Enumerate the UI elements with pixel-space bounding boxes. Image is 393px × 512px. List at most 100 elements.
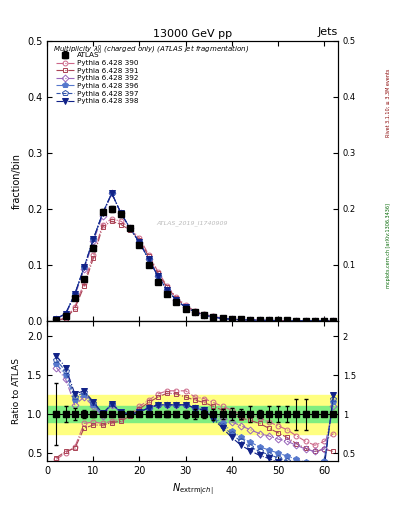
Pythia 6.428 390 xyxy=(54,317,59,324)
Pythia 6.428 396 xyxy=(285,317,290,324)
Pythia 6.428 392 xyxy=(257,317,262,324)
Pythia 6.428 391 xyxy=(119,222,123,228)
Pythia 6.428 396 xyxy=(72,291,77,297)
Pythia 6.428 390 xyxy=(322,318,327,324)
Pythia 6.428 390 xyxy=(156,268,160,274)
Pythia 6.428 391 xyxy=(183,303,188,309)
Pythia 6.428 392 xyxy=(294,317,299,324)
Pythia 6.428 392 xyxy=(303,318,308,324)
Pythia 6.428 392 xyxy=(109,190,114,196)
Pythia 6.428 391 xyxy=(174,295,179,302)
Pythia 6.428 390 xyxy=(202,311,206,317)
Pythia 6.428 391 xyxy=(100,224,105,230)
Pythia 6.428 396 xyxy=(91,236,95,242)
Pythia 6.428 390 xyxy=(72,304,77,310)
Pythia 6.428 390 xyxy=(174,294,179,301)
Pythia 6.428 390 xyxy=(239,316,243,323)
Text: Rivet 3.1.10; ≥ 3.3M events: Rivet 3.1.10; ≥ 3.3M events xyxy=(386,68,391,137)
Pythia 6.428 398 xyxy=(294,317,299,324)
Pythia 6.428 392 xyxy=(82,266,86,272)
Pythia 6.428 397 xyxy=(230,316,234,322)
Pythia 6.428 397 xyxy=(220,315,225,322)
Pythia 6.428 391 xyxy=(275,317,280,324)
Pythia 6.428 391 xyxy=(146,253,151,260)
Pythia 6.428 391 xyxy=(82,283,86,289)
Pythia 6.428 396 xyxy=(82,264,86,270)
Pythia 6.428 390 xyxy=(248,317,253,323)
Pythia 6.428 390 xyxy=(183,302,188,308)
Pythia 6.428 396 xyxy=(165,287,169,293)
Pythia 6.428 397 xyxy=(239,316,243,323)
Pythia 6.428 397 xyxy=(91,236,95,242)
Pythia 6.428 390 xyxy=(63,315,68,321)
Pythia 6.428 397 xyxy=(331,318,336,324)
X-axis label: $N_{\mathrm{extrm}|ch|}$: $N_{\mathrm{extrm}|ch|}$ xyxy=(172,481,213,497)
Pythia 6.428 392 xyxy=(312,318,317,324)
Pythia 6.428 390 xyxy=(100,222,105,228)
Pythia 6.428 392 xyxy=(239,316,243,323)
Pythia 6.428 396 xyxy=(303,318,308,324)
Legend: ATLAS, Pythia 6.428 390, Pythia 6.428 391, Pythia 6.428 392, Pythia 6.428 396, P: ATLAS, Pythia 6.428 390, Pythia 6.428 39… xyxy=(54,50,140,106)
Pythia 6.428 392 xyxy=(156,273,160,279)
Pythia 6.428 398 xyxy=(119,210,123,217)
Pythia 6.428 397 xyxy=(183,304,188,310)
Pythia 6.428 390 xyxy=(331,318,336,324)
Pythia 6.428 396 xyxy=(211,314,216,320)
Pythia 6.428 397 xyxy=(257,317,262,324)
Pythia 6.428 396 xyxy=(156,273,160,279)
Pythia 6.428 397 xyxy=(165,287,169,293)
Pythia 6.428 396 xyxy=(146,256,151,262)
Pythia 6.428 398 xyxy=(239,316,243,323)
Pythia 6.428 396 xyxy=(257,317,262,324)
Pythia 6.428 391 xyxy=(294,317,299,324)
Pythia 6.428 397 xyxy=(248,317,253,323)
Y-axis label: Ratio to ATLAS: Ratio to ATLAS xyxy=(12,358,21,424)
Pythia 6.428 397 xyxy=(128,225,132,231)
Pythia 6.428 391 xyxy=(109,218,114,224)
Pythia 6.428 390 xyxy=(303,318,308,324)
Pythia 6.428 398 xyxy=(63,310,68,316)
Pythia 6.428 396 xyxy=(63,310,68,316)
Pythia 6.428 392 xyxy=(230,316,234,322)
Pythia 6.428 398 xyxy=(331,318,336,324)
Pythia 6.428 390 xyxy=(285,317,290,324)
Pythia 6.428 398 xyxy=(72,291,77,297)
Pythia 6.428 392 xyxy=(331,318,336,324)
Pythia 6.428 396 xyxy=(183,304,188,310)
Pythia 6.428 397 xyxy=(109,190,114,196)
Pythia 6.428 398 xyxy=(174,297,179,303)
Pythia 6.428 390 xyxy=(266,317,271,324)
Pythia 6.428 392 xyxy=(285,317,290,324)
Pythia 6.428 390 xyxy=(294,317,299,324)
Pythia 6.428 398 xyxy=(257,317,262,324)
Pythia 6.428 391 xyxy=(257,317,262,324)
Pythia 6.428 398 xyxy=(156,273,160,279)
Pythia 6.428 396 xyxy=(174,297,179,303)
Pythia 6.428 391 xyxy=(211,314,216,320)
Pythia 6.428 391 xyxy=(322,318,327,324)
Pythia 6.428 392 xyxy=(322,318,327,324)
Pythia 6.428 392 xyxy=(128,225,132,231)
Pythia 6.428 392 xyxy=(248,317,253,323)
Text: Jets: Jets xyxy=(318,27,338,37)
Pythia 6.428 396 xyxy=(128,225,132,231)
Pythia 6.428 391 xyxy=(285,317,290,324)
Pythia 6.428 398 xyxy=(303,318,308,324)
Pythia 6.428 397 xyxy=(100,210,105,217)
Pythia 6.428 397 xyxy=(193,309,197,315)
Line: Pythia 6.428 398: Pythia 6.428 398 xyxy=(53,190,336,324)
Pythia 6.428 397 xyxy=(63,310,68,316)
Pythia 6.428 391 xyxy=(91,255,95,261)
Pythia 6.428 391 xyxy=(202,312,206,318)
Pythia 6.428 391 xyxy=(63,315,68,322)
Pythia 6.428 392 xyxy=(211,314,216,320)
Pythia 6.428 396 xyxy=(119,210,123,217)
Pythia 6.428 396 xyxy=(248,317,253,323)
Pythia 6.428 396 xyxy=(230,316,234,322)
Pythia 6.428 392 xyxy=(63,311,68,317)
Pythia 6.428 390 xyxy=(275,317,280,324)
Pythia 6.428 398 xyxy=(100,210,105,217)
Pythia 6.428 397 xyxy=(303,318,308,324)
Pythia 6.428 391 xyxy=(230,316,234,322)
Pythia 6.428 391 xyxy=(137,237,142,243)
